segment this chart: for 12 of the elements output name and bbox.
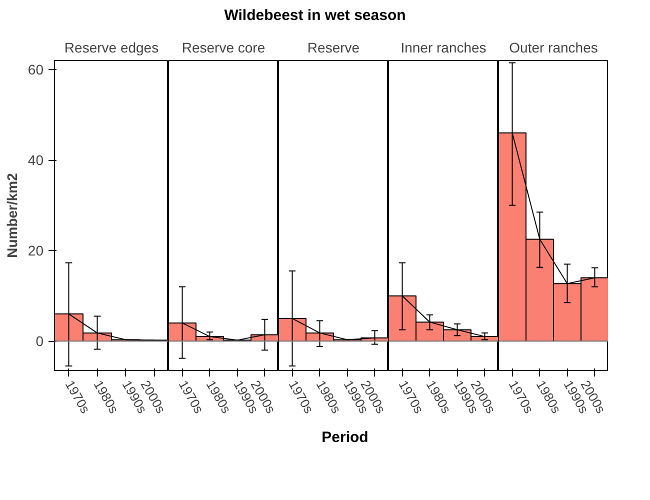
chart-title: Reserve edges [64, 40, 159, 56]
chart-title: Outer ranches [509, 40, 598, 56]
y-tick-label: 20 [28, 242, 44, 259]
y-axis-title: Number/km2 [4, 172, 20, 258]
text: Wildebeest in wet season [224, 6, 406, 26]
chart-title: Inner ranches [400, 40, 486, 56]
chart-title: Reserve [307, 40, 360, 56]
y-tick-label: 40 [28, 152, 44, 168]
chart-title: Reserve core [182, 40, 266, 56]
y-tick-label: 60 [28, 62, 44, 78]
y-tick-label: 0 [36, 333, 44, 350]
x-axis-title: Period [322, 428, 368, 448]
